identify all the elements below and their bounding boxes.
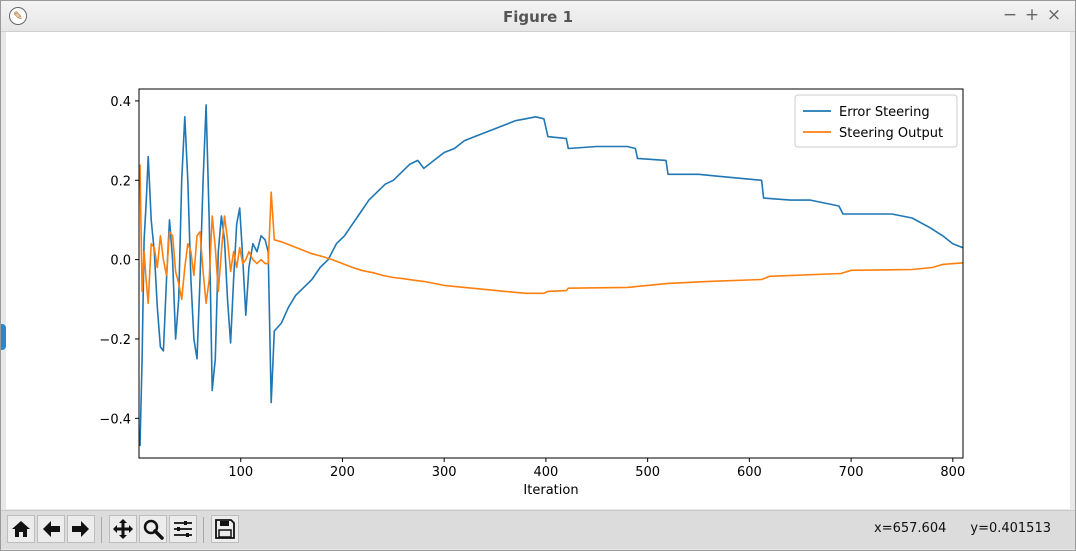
y-tick-label: 0.0 xyxy=(110,254,131,269)
series-line-1 xyxy=(139,104,964,447)
x-axis-label: Iteration xyxy=(523,483,578,498)
home-button[interactable] xyxy=(7,515,35,543)
x-tick-label: 600 xyxy=(737,465,762,480)
forward-arrow-icon xyxy=(72,521,89,537)
x-tick-label: 700 xyxy=(839,465,864,480)
side-dock-handle[interactable] xyxy=(1,324,6,350)
save-icon xyxy=(215,519,235,539)
forward-button[interactable] xyxy=(67,515,95,543)
line-chart: 100 200 300 400 500 600 700 800 0.4 0.2 0.0 −0.2 −0… xyxy=(99,88,965,498)
x-tick-label: 200 xyxy=(330,465,355,480)
legend: Error Steering Steering Output xyxy=(794,94,958,148)
x-tick-label: 100 xyxy=(228,465,253,480)
toolbar-separator xyxy=(203,517,204,543)
cursor-x-readout: x=657.604 xyxy=(874,521,947,536)
close-button[interactable]: × xyxy=(1046,5,1062,25)
home-icon xyxy=(12,521,30,537)
legend-entry: Error Steering xyxy=(839,105,930,120)
pan-button[interactable] xyxy=(109,515,137,543)
save-button[interactable] xyxy=(211,515,239,543)
series-line-2 xyxy=(139,164,964,305)
back-arrow-icon xyxy=(43,521,60,537)
maximize-button[interactable]: + xyxy=(1024,5,1040,25)
subplots-config-button[interactable] xyxy=(169,515,197,543)
y-tick-label: −0.2 xyxy=(99,333,131,348)
x-tick-label: 300 xyxy=(432,465,457,480)
legend-box xyxy=(794,94,958,148)
figure-canvas[interactable]: 100 200 300 400 500 600 700 800 0.4 0.2 0.0 −0.2 −0… xyxy=(6,32,1070,509)
navigation-toolbar: x=657.604 y=0.401513 xyxy=(1,510,1075,549)
axes-frame xyxy=(138,88,964,459)
back-button[interactable] xyxy=(37,515,65,543)
legend-entry: Steering Output xyxy=(839,126,943,141)
pan-icon xyxy=(113,519,133,539)
subplots-config-icon xyxy=(174,521,192,537)
cursor-coordinates: x=657.604 y=0.401513 xyxy=(850,521,1051,536)
y-tick-label: −0.4 xyxy=(99,412,131,427)
zoom-icon xyxy=(143,519,164,540)
y-tick-label: 0.4 xyxy=(110,95,131,110)
toolbar-separator xyxy=(101,517,102,543)
minimize-button[interactable]: − xyxy=(1002,5,1018,25)
app-icon: ✎ xyxy=(9,7,27,25)
title-bar[interactable]: ✎ Figure 1 − + × xyxy=(1,1,1075,32)
x-tick-label: 800 xyxy=(940,465,965,480)
x-tick-label: 500 xyxy=(635,465,660,480)
window-title: Figure 1 xyxy=(502,8,574,26)
zoom-button[interactable] xyxy=(139,515,167,543)
cursor-y-readout: y=0.401513 xyxy=(970,521,1051,536)
x-tick-label: 400 xyxy=(533,465,558,480)
y-tick-label: 0.2 xyxy=(110,174,131,189)
